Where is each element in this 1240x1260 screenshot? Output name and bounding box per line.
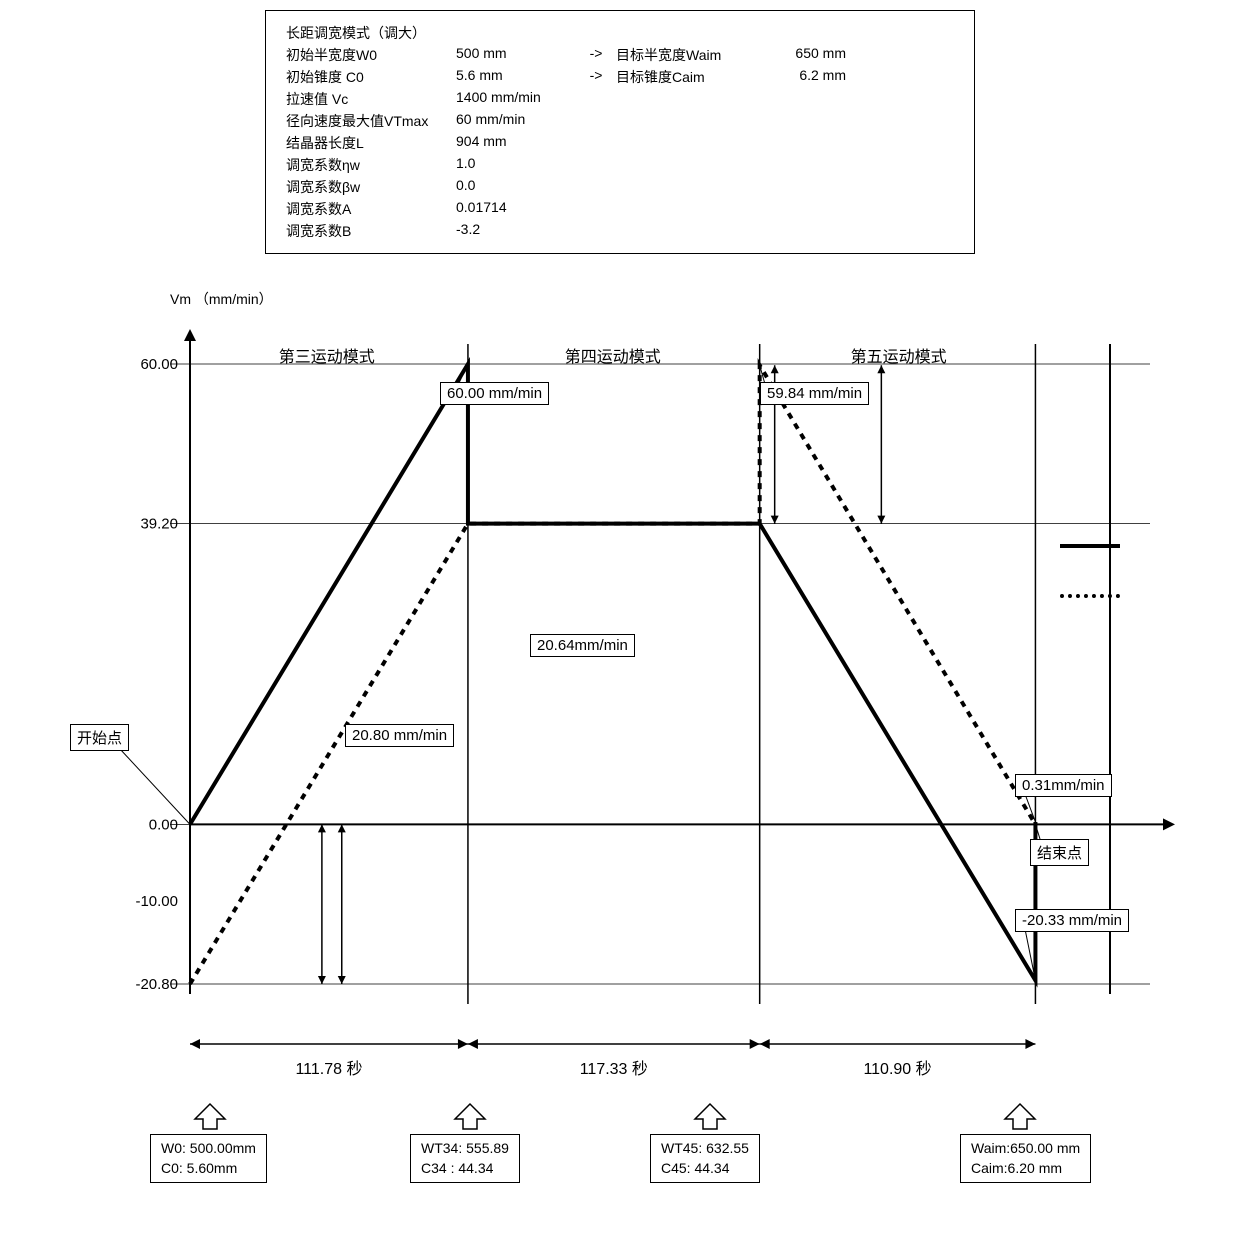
svg-text:第五运动模式: 第五运动模式 [851,348,947,366]
param-row: 初始锥度 C05.6 mm->目标锥度Caim6.2 mm [286,67,954,87]
parameter-table: 长距调宽模式（调大） 初始半宽度W0500 mm->目标半宽度Waim650 m… [265,10,975,254]
callout-box: 20.64mm/min [530,634,635,657]
param-row: 调宽系数βw0.0 [286,177,954,197]
svg-text:第四运动模式: 第四运动模式 [565,348,661,366]
param-row: 调宽系数A0.01714 [286,199,954,219]
state-box: Waim:650.00 mmCaim:6.20 mm [960,1134,1091,1183]
svg-text:39.20: 39.20 [140,516,178,533]
svg-text:111.78 秒: 111.78 秒 [295,1060,362,1078]
param-row: 径向速度最大值VTmax60 mm/min [286,111,954,131]
svg-text:第三运动模式: 第三运动模式 [279,348,375,366]
svg-text:-10.00: -10.00 [135,893,178,910]
state-box: W0: 500.00mmC0: 5.60mm [150,1134,267,1183]
svg-text:0.00: 0.00 [149,816,178,833]
velocity-chart: Vm （mm/min） T（sec）60.0039.200.00-10.00-2… [60,284,1180,1184]
param-title: 长距调宽模式（调大） [286,23,426,43]
param-row: 拉速值 Vc1400 mm/min [286,89,954,109]
svg-text:-20.80: -20.80 [135,976,178,993]
param-row: 初始半宽度W0500 mm->目标半宽度Waim650 mm [286,45,954,65]
state-box: WT45: 632.55C45: 44.34 [650,1134,760,1183]
svg-text:110.90 秒: 110.90 秒 [863,1060,931,1078]
param-row: 结晶器长度L904 mm [286,133,954,153]
callout-box: 59.84 mm/min [760,382,869,405]
callout-box: 0.31mm/min [1015,774,1112,797]
state-box: WT34: 555.89C34 : 44.34 [410,1134,520,1183]
svg-text:60.00: 60.00 [140,356,178,373]
param-row: 调宽系数B-3.2 [286,221,954,241]
callout-box: 60.00 mm/min [440,382,549,405]
svg-text:117.33 秒: 117.33 秒 [580,1060,648,1078]
chart-svg: T（sec）60.0039.200.00-10.00-20.80第三运动模式第四… [60,284,1180,1184]
callout-box: 20.80 mm/min [345,724,454,747]
callout-box: 结束点 [1030,839,1089,866]
callout-box: -20.33 mm/min [1015,909,1129,932]
callout-box: 开始点 [70,724,129,751]
param-row: 调宽系数ηw1.0 [286,155,954,175]
